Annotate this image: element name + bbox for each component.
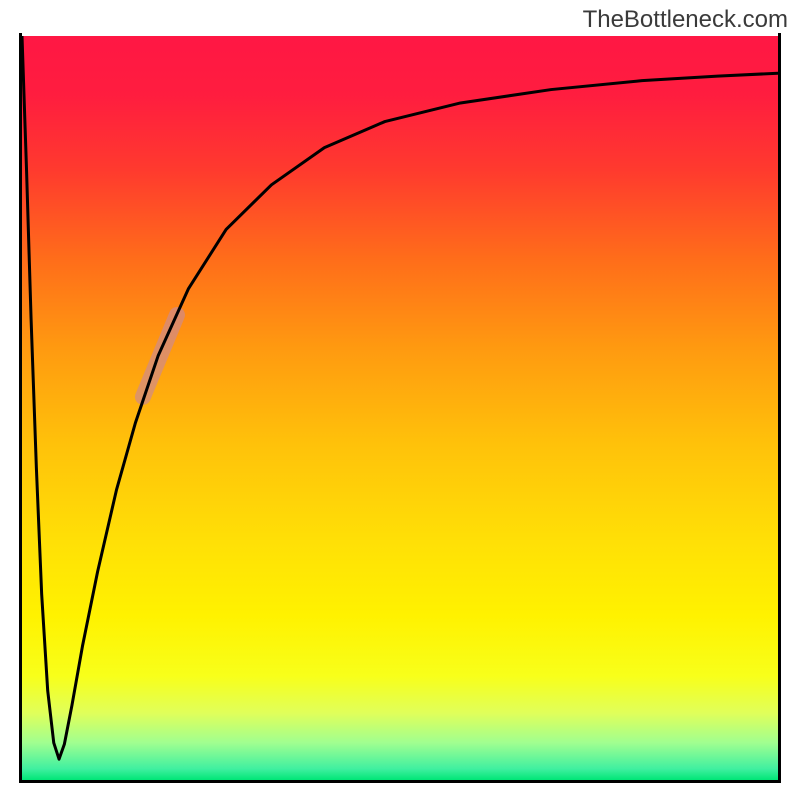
plot-container bbox=[0, 0, 800, 800]
curve-layer bbox=[22, 36, 778, 780]
frame-right bbox=[778, 33, 781, 783]
frame-bottom bbox=[19, 780, 781, 783]
plot-area bbox=[22, 36, 778, 780]
frame-left bbox=[19, 33, 22, 783]
